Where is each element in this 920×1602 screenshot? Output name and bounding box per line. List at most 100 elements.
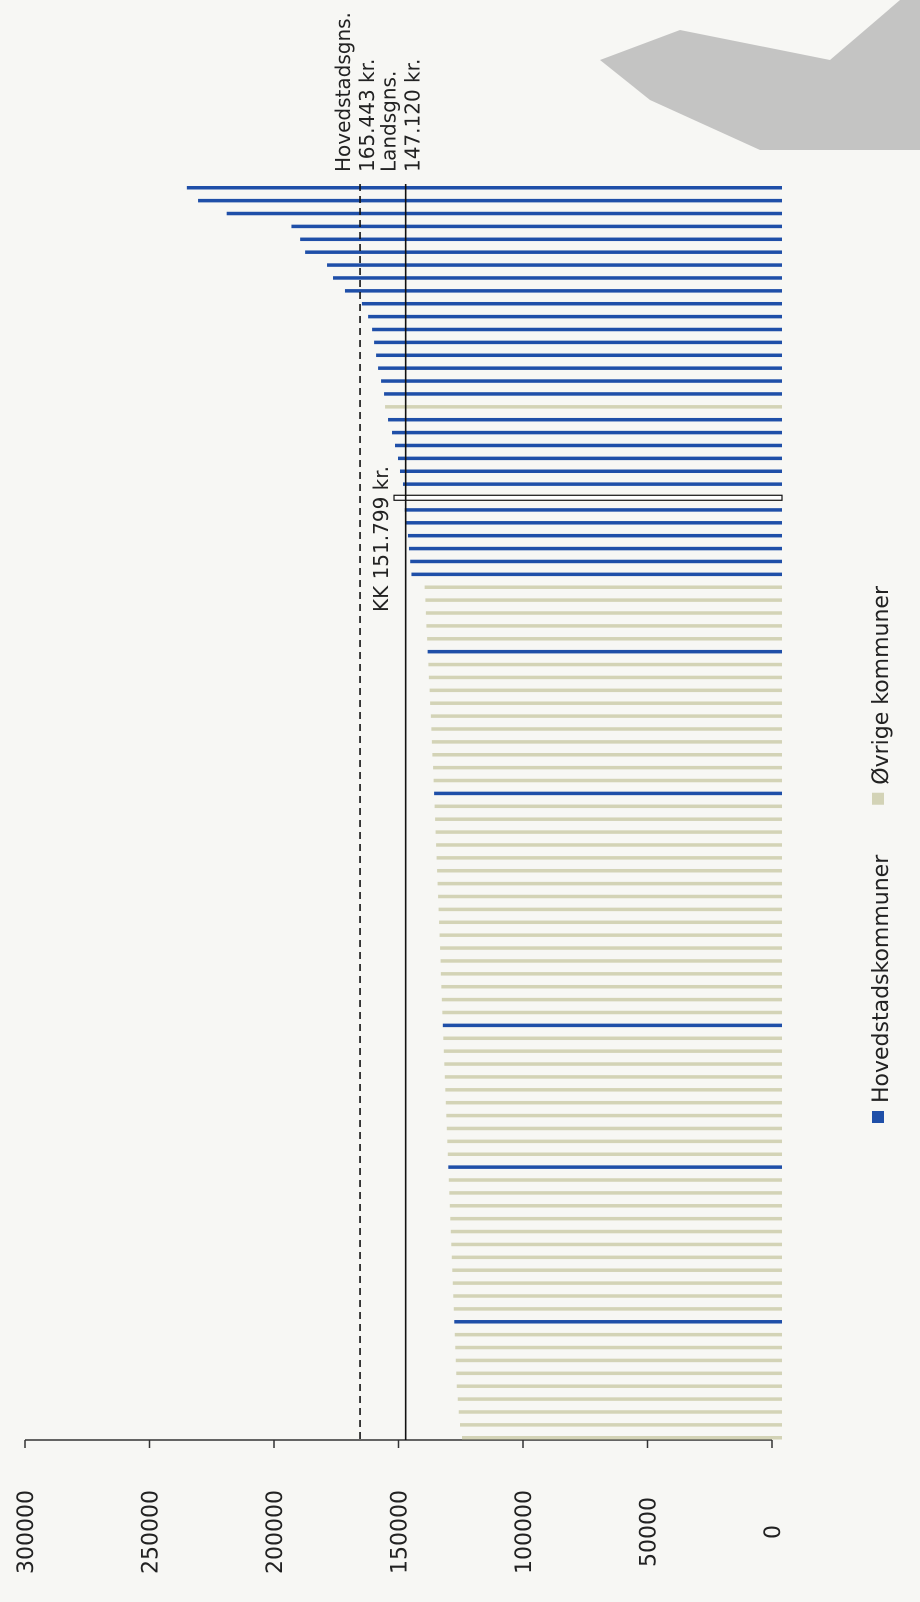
bar: [452, 1256, 782, 1260]
x-tick-label: 100000: [512, 1490, 537, 1574]
bar: [431, 714, 782, 718]
bar: [291, 225, 782, 229]
bar: [406, 521, 782, 525]
bar: [442, 998, 782, 1002]
legend-swatch: [872, 793, 884, 805]
bar: [441, 972, 782, 976]
bar: [409, 547, 782, 551]
bar: [452, 1268, 782, 1272]
bar: [455, 1346, 782, 1350]
bar: [430, 689, 782, 693]
bar: [381, 379, 782, 383]
bar: [447, 1140, 782, 1144]
bar: [410, 560, 782, 564]
bar: [456, 1372, 782, 1376]
bar: [435, 817, 782, 821]
bar: [372, 328, 782, 332]
bar: [448, 1165, 782, 1169]
reference-name: Landsgns.: [377, 71, 401, 172]
bar: [428, 650, 782, 654]
x-tick-label: 150000: [388, 1490, 413, 1574]
bar: [411, 573, 782, 577]
bar: [432, 740, 782, 744]
bar: [448, 1152, 782, 1156]
bar: [454, 1320, 782, 1324]
bar: [400, 470, 782, 474]
bar: [385, 405, 782, 409]
bar: [451, 1243, 782, 1247]
bar: [441, 959, 782, 963]
bar: [431, 727, 782, 731]
bar: [446, 1101, 782, 1105]
bar: [428, 663, 782, 667]
bar: [444, 1062, 782, 1066]
chart: 050000100000150000200000250000300000Hove…: [0, 0, 920, 1602]
bar: [425, 585, 782, 589]
annotation: KK 151.799 kr.: [369, 466, 393, 612]
bar: [362, 302, 782, 306]
bar: [437, 856, 782, 860]
x-tick-label: 50000: [637, 1497, 662, 1567]
legend-swatch: [872, 1111, 884, 1123]
bar: [430, 701, 782, 705]
reference-label: 147.120 kr.: [401, 59, 425, 172]
bar: [453, 1294, 782, 1298]
bar: [426, 611, 782, 615]
bar: [449, 1191, 782, 1195]
x-tick-label: 200000: [263, 1490, 288, 1574]
bar: [459, 1410, 782, 1414]
bar: [443, 1037, 782, 1041]
reference-name: Hovedstadsgns.: [331, 12, 355, 172]
bar: [439, 921, 782, 925]
bar: [437, 869, 782, 873]
bar: [405, 508, 782, 512]
bar: [438, 882, 782, 886]
photo-decoration: [600, 0, 920, 150]
bar: [394, 495, 782, 500]
bar: [434, 792, 782, 796]
bar: [455, 1333, 782, 1337]
bar: [458, 1397, 782, 1401]
bar: [456, 1359, 782, 1363]
bar: [439, 908, 782, 912]
bar: [227, 212, 782, 216]
reference-label: 165.443 kr.: [355, 59, 379, 172]
bar: [398, 457, 782, 461]
bar: [432, 753, 782, 757]
bar: [434, 779, 782, 783]
bar: [376, 354, 782, 358]
bar: [442, 1011, 782, 1015]
x-tick-label: 250000: [139, 1490, 164, 1574]
bar: [445, 1075, 782, 1079]
bar: [433, 766, 782, 770]
bar: [327, 263, 782, 267]
bar: [453, 1281, 782, 1285]
bar: [426, 624, 782, 628]
bar: [450, 1217, 782, 1221]
bar: [408, 534, 782, 538]
bar: [441, 985, 782, 989]
bar: [462, 1436, 782, 1440]
bar: [444, 1049, 782, 1053]
bar: [451, 1230, 782, 1234]
bar: [440, 933, 782, 937]
bar: [388, 418, 782, 422]
bar: [300, 238, 782, 242]
bar: [460, 1423, 782, 1427]
bar: [395, 444, 782, 448]
bar: [427, 637, 782, 641]
bar: [440, 946, 782, 950]
bar: [450, 1204, 782, 1208]
bar: [333, 276, 782, 280]
bar: [403, 482, 782, 486]
bar: [198, 199, 782, 203]
bar: [425, 598, 782, 602]
bar: [378, 366, 782, 370]
bar: [438, 895, 782, 899]
bar: [436, 830, 782, 834]
bar: [374, 341, 782, 345]
bar: [392, 431, 782, 435]
bar: [435, 805, 782, 809]
legend-label: Hovedstadskommuner: [869, 854, 894, 1103]
bar: [384, 392, 782, 396]
